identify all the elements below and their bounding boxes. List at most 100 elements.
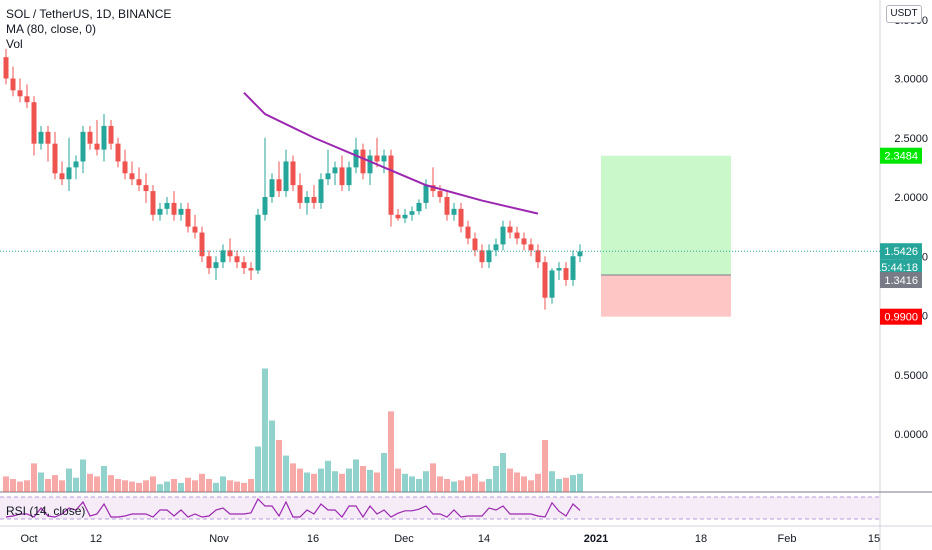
candle-body[interactable] [311,197,317,203]
candle-body[interactable] [136,179,142,186]
candle-body[interactable] [269,179,275,197]
candle-body[interactable] [367,155,373,174]
currency-button[interactable]: USDT [886,5,922,23]
candle-body[interactable] [276,179,282,192]
candle-body[interactable] [52,143,58,174]
candle-body[interactable] [115,143,121,162]
candle-body[interactable] [213,262,219,269]
candle-body[interactable] [94,143,100,150]
candle-body[interactable] [59,173,65,180]
candle-body[interactable] [87,131,93,144]
candle-body[interactable] [108,125,114,144]
candle-body[interactable] [577,251,583,257]
candle-body[interactable] [283,161,289,192]
candle-body[interactable] [465,226,471,239]
candle-body[interactable] [66,167,72,180]
candle-body[interactable] [3,57,9,79]
candle-body[interactable] [458,208,464,227]
candle-body[interactable] [38,131,44,144]
candle-body[interactable] [444,197,450,215]
rsi-line[interactable] [5,497,581,519]
candle-body[interactable] [381,155,387,162]
candle-body[interactable] [241,262,247,269]
candle-body[interactable] [318,179,324,203]
candle-body[interactable] [451,208,457,215]
entry-badge-label: 1.3416 [884,275,918,287]
volume-bar [178,482,184,492]
volume-bar [171,479,177,492]
candle-body[interactable] [164,202,170,209]
symbol-title[interactable]: SOL / TetherUS, 1D, BINANCE [6,7,172,21]
candle-body[interactable] [535,250,541,263]
volume-bar [367,469,373,492]
candle-body[interactable] [325,173,331,180]
candle-body[interactable] [500,226,506,245]
candle-body[interactable] [178,208,184,215]
candle-body[interactable] [479,250,485,263]
candle-body[interactable] [472,238,478,251]
take-profit-zone[interactable] [601,155,731,276]
candle-body[interactable] [332,167,338,174]
candle-body[interactable] [101,125,107,150]
candle-body[interactable] [143,185,149,192]
candle-body[interactable] [346,167,352,186]
candle-body[interactable] [262,197,268,215]
candle-body[interactable] [206,256,212,269]
candle-body[interactable] [353,149,359,168]
candle-body[interactable] [24,96,30,103]
candle-body[interactable] [227,250,233,257]
candle-body[interactable] [17,90,23,97]
candle-body[interactable] [122,161,128,174]
volume-bar [24,480,30,492]
volume-bar [52,475,58,492]
candle-body[interactable] [423,185,429,203]
candle-body[interactable] [304,197,310,203]
candle-body[interactable] [521,238,527,245]
candle-body[interactable] [556,268,562,271]
ma-line[interactable] [243,92,539,215]
candle-body[interactable] [248,268,254,271]
candle-body[interactable] [360,149,366,174]
rsi-indicator-label[interactable]: RSI (14, close) [6,504,86,518]
candle-body[interactable] [402,214,408,219]
candle-body[interactable] [542,262,548,298]
candle-body[interactable] [374,155,380,162]
candle-body[interactable] [493,244,499,251]
candle-body[interactable] [157,208,163,215]
candle-body[interactable] [73,161,79,168]
candle-body[interactable] [514,232,520,239]
candle-body[interactable] [528,244,534,251]
candle-body[interactable] [220,250,226,263]
candle-body[interactable] [395,214,401,219]
candle-body[interactable] [129,173,135,180]
ma-indicator-label[interactable]: MA (80, close, 0) [6,22,97,36]
candle-body[interactable] [549,270,555,298]
candle-body[interactable] [10,78,16,91]
candle-body[interactable] [45,131,51,144]
candle-body[interactable] [80,131,86,162]
candle-body[interactable] [234,256,240,263]
candle-body[interactable] [297,185,303,203]
candle-body[interactable] [31,102,37,144]
candle-body[interactable] [171,202,177,215]
candle-body[interactable] [192,226,198,233]
candle-body[interactable] [290,161,296,186]
candle-body[interactable] [570,256,576,280]
candle-body[interactable] [486,250,492,263]
candle-body[interactable] [563,268,569,280]
candle-body[interactable] [339,167,345,186]
candle-body[interactable] [199,232,205,257]
candle-body[interactable] [507,226,513,233]
candle-body[interactable] [409,211,415,215]
volume-bar [507,468,513,492]
volume-bar [493,466,499,492]
candle-body[interactable] [388,155,394,215]
candle-body[interactable] [255,214,261,271]
stop-loss-zone[interactable] [601,275,731,317]
candle-body[interactable] [416,202,422,212]
candle-body[interactable] [437,191,443,197]
candle-body[interactable] [185,208,191,227]
volume-indicator-label[interactable]: Vol [6,37,23,51]
candle-body[interactable] [150,191,156,215]
